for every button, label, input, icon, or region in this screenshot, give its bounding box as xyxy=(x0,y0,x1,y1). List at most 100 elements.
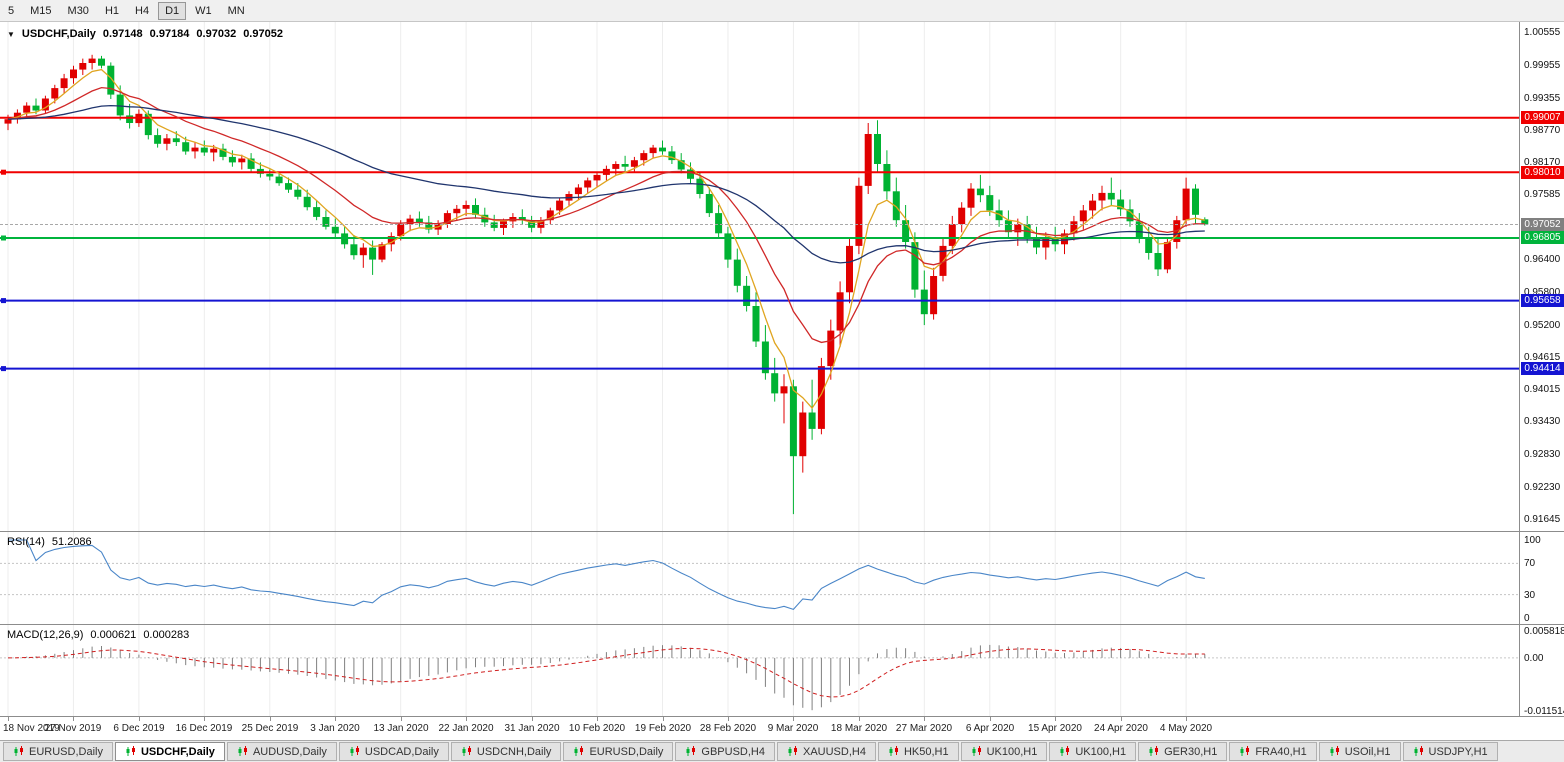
date-tick-mark xyxy=(1186,717,1187,721)
chart-tab-0[interactable]: EURUSD,Daily xyxy=(3,742,113,761)
tab-label: EURUSD,Daily xyxy=(29,745,103,758)
price-tick: 0.96400 xyxy=(1524,254,1561,265)
price-tick: 0.93430 xyxy=(1524,416,1561,427)
date-tick-mark xyxy=(663,717,664,721)
chart-tab-10[interactable]: UK100,H1 xyxy=(1049,742,1137,761)
rsi-name: RSI(14) xyxy=(7,536,45,548)
macd-axis: 0.005818 0.00 -0.011514 xyxy=(1519,625,1564,717)
macd-panel[interactable]: MACD(12,26,9) 0.000621 0.000283 0.005818… xyxy=(0,625,1564,717)
date-tick-mark xyxy=(990,717,991,721)
chart-tab-9[interactable]: UK100,H1 xyxy=(960,742,1048,761)
rsi-tick: 30 xyxy=(1524,590,1536,601)
price-tag: 0.98010 xyxy=(1521,166,1564,179)
grid-layer xyxy=(7,22,1187,531)
mini-chart-icon xyxy=(1330,746,1339,756)
mini-chart-icon xyxy=(1149,746,1159,756)
tab-label: USDCAD,Daily xyxy=(364,745,439,758)
timeframe-button-H4[interactable]: H4 xyxy=(128,2,156,20)
tab-label: USDCNH,Daily xyxy=(476,745,552,758)
rsi-tick: 0 xyxy=(1524,613,1530,624)
mini-chart-icon xyxy=(972,746,981,756)
date-label: 24 Apr 2020 xyxy=(1094,723,1148,734)
timeframe-button-5[interactable]: 5 xyxy=(1,2,21,20)
rsi-panel[interactable]: RSI(14) 51.2086 100 70 30 0 xyxy=(0,532,1564,625)
chart-tab-13[interactable]: USOil,H1 xyxy=(1318,742,1401,761)
price-axis[interactable]: 1.00555 0.99955 0.99355 0.98770 0.98170 0.975… xyxy=(1519,22,1564,531)
timeframe-button-M30[interactable]: M30 xyxy=(61,2,96,20)
price-tick: 0.99355 xyxy=(1524,93,1561,104)
price-tag: 0.94414 xyxy=(1521,362,1564,375)
chart-tab-12[interactable]: FRA40,H1 xyxy=(1229,742,1317,761)
timeframe-button-D1[interactable]: D1 xyxy=(158,1,187,20)
chart-dropdown-icon[interactable]: ▼ xyxy=(7,29,15,39)
chart-high-value: 0.97184 xyxy=(149,28,190,40)
date-axis[interactable]: 18 Nov 2019 27 Nov 2019 6 Dec 2019 16 Dec 2… xyxy=(0,717,1564,740)
date-label: 22 Jan 2020 xyxy=(438,723,494,734)
rsi-axis: 100 70 30 0 xyxy=(1519,532,1564,624)
rsi-chart[interactable] xyxy=(0,532,1519,624)
chart-tab-6[interactable]: GBPUSD,H4 xyxy=(675,742,775,761)
tab-label: GBPUSD,H4 xyxy=(701,745,765,758)
macd-signal-line xyxy=(7,647,1205,698)
macd-tick: 0.005818 xyxy=(1524,626,1564,637)
chart-tab-2[interactable]: AUDUSD,Daily xyxy=(226,742,337,761)
rsi-value: 51.2086 xyxy=(51,536,92,548)
price-tick: 0.92230 xyxy=(1524,482,1561,493)
date-tick-mark xyxy=(204,717,205,721)
price-tick: 1.00555 xyxy=(1524,27,1561,38)
chart-tab-1[interactable]: USDCHF,Daily xyxy=(114,742,225,761)
tab-label: FRA40,H1 xyxy=(1255,745,1307,758)
macd-signal-value: 0.000283 xyxy=(143,629,190,641)
mini-chart-icon xyxy=(574,746,584,756)
date-label: 4 May 2020 xyxy=(1159,723,1213,734)
date-tick-mark xyxy=(1055,717,1056,721)
timeframe-button-W1[interactable]: W1 xyxy=(188,2,219,20)
price-tick: 0.95200 xyxy=(1524,320,1561,331)
date-label: 9 Mar 2020 xyxy=(767,723,819,734)
macd-chart[interactable] xyxy=(0,625,1519,716)
mini-chart-icon xyxy=(889,746,898,756)
date-tick-mark xyxy=(270,717,271,721)
chart-open-value: 0.97148 xyxy=(102,28,143,40)
tab-label: USDCHF,Daily xyxy=(140,745,215,758)
chart-tab-7[interactable]: XAUUSD,H4 xyxy=(776,742,876,761)
main-chart-panel[interactable]: ▼ USDCHF,Daily 0.97148 0.97184 0.97032 0… xyxy=(0,22,1564,532)
date-label: 3 Jan 2020 xyxy=(310,723,360,734)
chart-tab-11[interactable]: GER30,H1 xyxy=(1138,742,1228,761)
candlestick-chart[interactable] xyxy=(0,22,1519,531)
rsi-tick: 100 xyxy=(1524,535,1541,546)
tab-label: UK100,H1 xyxy=(1075,745,1127,758)
chart-symbol-label: USDCHF,Daily xyxy=(21,28,96,40)
date-label: 15 Apr 2020 xyxy=(1028,723,1082,734)
date-label: 27 Nov 2019 xyxy=(44,723,102,734)
price-tag: 0.99007 xyxy=(1521,111,1564,124)
date-tick-mark xyxy=(139,717,140,721)
timeframe-button-MN[interactable]: MN xyxy=(221,2,252,20)
macd-name: MACD(12,26,9) xyxy=(7,629,84,641)
chart-tab-8[interactable]: HK50,H1 xyxy=(877,742,959,761)
macd-main-value: 0.000621 xyxy=(90,629,137,641)
timeframe-button-M15[interactable]: M15 xyxy=(23,2,58,20)
chart-tab-5[interactable]: EURUSD,Daily xyxy=(563,742,674,761)
date-tick-mark xyxy=(73,717,74,721)
date-label: 13 Jan 2020 xyxy=(373,723,429,734)
macd-label: MACD(12,26,9) 0.000621 0.000283 xyxy=(7,629,189,641)
rsi-tick: 70 xyxy=(1524,558,1536,569)
tab-bar: EURUSD,Daily USDCHF,Daily AUDUSD,Daily USDC… xyxy=(0,740,1564,762)
date-tick-mark xyxy=(1121,717,1122,721)
chart-tab-14[interactable]: USDJPY,H1 xyxy=(1402,742,1498,761)
mini-chart-icon xyxy=(1414,746,1423,756)
date-label: 6 Dec 2019 xyxy=(113,723,165,734)
chart-tab-4[interactable]: USDCNH,Daily xyxy=(450,742,562,761)
price-tick: 0.94615 xyxy=(1524,352,1561,363)
chart-tab-3[interactable]: USDCAD,Daily xyxy=(338,742,449,761)
mini-chart-icon xyxy=(1240,746,1250,756)
price-tick: 0.99955 xyxy=(1524,60,1561,71)
rsi-label: RSI(14) 51.2086 xyxy=(7,536,92,548)
date-tick-mark xyxy=(466,717,467,721)
date-label: 18 Nov 2019 xyxy=(3,723,60,734)
timeframe-button-H1[interactable]: H1 xyxy=(98,2,126,20)
date-tick-mark xyxy=(793,717,794,721)
date-label: 25 Dec 2019 xyxy=(241,723,299,734)
date-tick-mark xyxy=(859,717,860,721)
